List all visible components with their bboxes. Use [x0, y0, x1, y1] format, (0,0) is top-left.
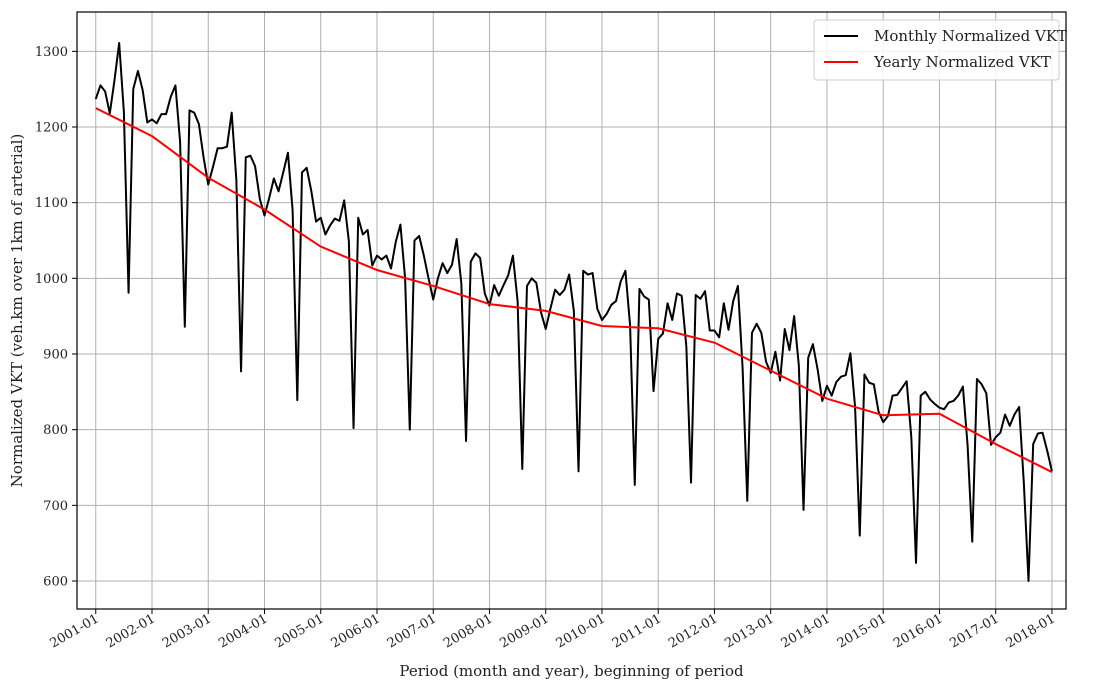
x-tick-label: 2013-01 — [722, 611, 776, 651]
legend: Monthly Normalized VKT Yearly Normalized … — [813, 19, 1067, 81]
plot-area-frame — [76, 11, 1067, 610]
x-tick-label: 2012-01 — [666, 611, 720, 651]
x-tick-label: 2002-01 — [104, 611, 158, 651]
legend-label: Yearly Normalized VKT — [873, 53, 1051, 71]
x-axis-label: Period (month and year), beginning of pe… — [399, 662, 744, 680]
x-tick-label: 2009-01 — [497, 611, 551, 651]
y-tick-label: 600 — [43, 575, 68, 590]
y-axis-label: Normalized VKT (veh.km over 1km of arter… — [8, 134, 26, 488]
x-tick-label: 2011-01 — [610, 611, 664, 651]
series-line-yearly — [95, 107, 1053, 473]
x-axis: 2001-01 2002-01 2003-01 2004-01 2005-01 2006-… — [47, 609, 1058, 651]
series-line-monthly — [94, 42, 1053, 582]
x-tick-label: 2004-01 — [216, 611, 270, 651]
x-tick-label: 2010-01 — [554, 611, 608, 651]
x-tick-label: 2001-01 — [47, 611, 101, 651]
x-tick-label: 2016-01 — [891, 611, 945, 651]
legend-label: Monthly Normalized VKT — [874, 27, 1067, 45]
y-tick-label: 800 — [43, 423, 68, 438]
legend-box — [813, 19, 1060, 81]
x-tick-label: 2014-01 — [779, 611, 833, 651]
x-tick-label: 2015-01 — [835, 611, 889, 651]
x-tick-label: 2008-01 — [441, 611, 495, 651]
y-tick-label: 1100 — [35, 196, 68, 211]
x-tick-label: 2017-01 — [947, 611, 1001, 651]
y-tick-label: 900 — [43, 348, 68, 363]
grid-layer — [77, 12, 1066, 609]
x-tick-label: 2005-01 — [272, 611, 326, 651]
x-tick-label: 2003-01 — [160, 611, 214, 651]
x-tick-label: 2006-01 — [329, 611, 383, 651]
x-tick-label: 2018-01 — [1004, 611, 1058, 651]
y-tick-label: 1200 — [35, 121, 68, 136]
x-tick-label: 2007-01 — [385, 611, 439, 651]
series-layer — [94, 42, 1053, 582]
y-tick-label: 1000 — [35, 272, 68, 287]
y-tick-label: 700 — [43, 499, 68, 514]
y-axis: 600 700 800 900 1000 1100 1200 1300 — [35, 45, 77, 590]
y-tick-label: 1300 — [35, 45, 68, 60]
